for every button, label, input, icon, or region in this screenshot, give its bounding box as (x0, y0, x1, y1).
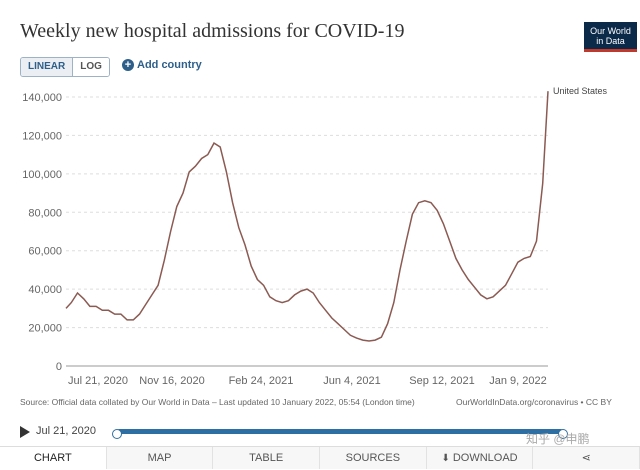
add-country-button[interactable]: + Add country (122, 59, 202, 71)
y-tick-label: 80,000 (28, 207, 62, 219)
logo-line1: Our World (590, 25, 631, 36)
x-tick-labels: Jul 21, 2020 Nov 16, 2020 Feb 24, 2021 Jun … (68, 375, 547, 387)
x-tick-label: Sep 12, 2021 (409, 375, 474, 387)
bottom-tabs: CHART MAP TABLE SOURCES ⬇ DOWNLOAD ⋖ (0, 446, 640, 469)
play-icon[interactable] (20, 426, 30, 438)
scale-toggle: LINEAR LOG (20, 57, 110, 77)
logo-line2: in Data (596, 35, 625, 46)
timeline-end-handle[interactable] (558, 429, 568, 439)
tab-download-label: DOWNLOAD (452, 452, 518, 464)
x-tick-label: Jun 4, 2021 (323, 375, 381, 387)
series-line-united-states (65, 91, 549, 342)
y-tick-label: 20,000 (28, 323, 62, 335)
watermark: 知乎 @申鹏 (526, 432, 590, 446)
x-tick-label: Jan 9, 2022 (489, 375, 547, 387)
plus-icon: + (122, 59, 134, 71)
x-tick-label: Feb 24, 2021 (229, 375, 294, 387)
line-chart: 0 20,000 40,000 60,000 80,000 100,000 120,000 1… (22, 86, 608, 387)
tab-map[interactable]: MAP (107, 447, 214, 469)
log-button[interactable]: LOG (73, 58, 109, 76)
chart-title: Weekly new hospital admissions for COVID… (20, 20, 405, 42)
timeline-start-label: Jul 21, 2020 (36, 425, 96, 437)
tab-sources[interactable]: SOURCES (320, 447, 427, 469)
gridlines (66, 96, 548, 367)
timeline-start-handle[interactable] (112, 429, 122, 439)
y-tick-label: 0 (56, 361, 62, 373)
x-tick-label: Jul 21, 2020 (68, 375, 128, 387)
source-note: Source: Official data collated by Our Wo… (20, 397, 415, 407)
series-label-united-states: United States (553, 86, 608, 96)
tab-download[interactable]: ⬇ DOWNLOAD (427, 447, 534, 469)
linear-button[interactable]: LINEAR (21, 58, 74, 76)
y-tick-label: 40,000 (28, 284, 62, 296)
y-tick-labels: 0 20,000 40,000 60,000 80,000 100,000 120,000 1… (22, 92, 62, 373)
timeline: Jul 21, 2020 (20, 424, 620, 440)
y-tick-label: 100,000 (22, 169, 62, 181)
y-tick-label: 140,000 (22, 92, 62, 104)
timeline-track[interactable] (112, 429, 568, 439)
source-url[interactable]: OurWorldInData.org/coronavirus • CC BY (456, 397, 612, 407)
tab-table[interactable]: TABLE (213, 447, 321, 469)
x-tick-label: Nov 16, 2020 (139, 375, 204, 387)
tab-chart[interactable]: CHART (0, 447, 107, 469)
owid-logo[interactable]: Our World in Data (584, 22, 637, 52)
download-icon: ⬇ (441, 453, 450, 464)
add-country-label: Add country (137, 59, 202, 71)
y-tick-label: 120,000 (22, 130, 62, 142)
share-icon: ⋖ (581, 452, 591, 464)
tab-share[interactable]: ⋖ (533, 447, 640, 469)
y-tick-label: 60,000 (28, 246, 62, 258)
